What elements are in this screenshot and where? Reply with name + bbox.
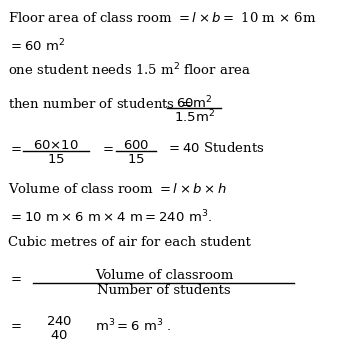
- Text: Floor area of class room $= l \times b =$ 10 m $\times$ 6m: Floor area of class room $= l \times b =…: [8, 11, 316, 25]
- Text: $= 40$ Students: $= 40$ Students: [166, 141, 264, 155]
- Text: $= 60\ \mathrm{m}^2$: $= 60\ \mathrm{m}^2$: [8, 38, 65, 54]
- Text: $=$: $=$: [8, 271, 22, 284]
- Text: $\mathrm{m}^3 = 6\ \mathrm{m}^3\ .$: $\mathrm{m}^3 = 6\ \mathrm{m}^3\ .$: [95, 318, 172, 334]
- Text: $240$: $240$: [46, 315, 72, 328]
- Text: $15$: $15$: [47, 153, 65, 166]
- Text: Number of students: Number of students: [98, 284, 231, 297]
- Text: $15$: $15$: [127, 153, 145, 166]
- Text: $= 10\ \mathrm{m} \times 6\ \mathrm{m} \times 4\ \mathrm{m} = 240\ \mathrm{m}^3.: $= 10\ \mathrm{m} \times 6\ \mathrm{m} \…: [8, 209, 212, 226]
- Text: $40$: $40$: [50, 329, 68, 342]
- Text: one student needs 1.5 m$^2$ floor area: one student needs 1.5 m$^2$ floor area: [8, 62, 251, 78]
- Text: Cubic metres of air for each student: Cubic metres of air for each student: [8, 236, 251, 249]
- Text: Volume of classroom: Volume of classroom: [95, 269, 234, 282]
- Text: $=$: $=$: [100, 141, 114, 154]
- Text: $1.5\mathrm{m}^2$: $1.5\mathrm{m}^2$: [174, 109, 214, 126]
- Text: $=$: $=$: [8, 318, 22, 331]
- Text: $=$: $=$: [8, 141, 22, 154]
- Text: then number of students $=$: then number of students $=$: [8, 97, 192, 111]
- Text: $60{\times}10$: $60{\times}10$: [33, 139, 79, 152]
- Text: Volume of class room $= l \times b \times h$: Volume of class room $= l \times b \time…: [8, 182, 226, 197]
- Text: $600$: $600$: [123, 139, 149, 152]
- Text: $60\mathrm{m}^2$: $60\mathrm{m}^2$: [176, 95, 213, 111]
